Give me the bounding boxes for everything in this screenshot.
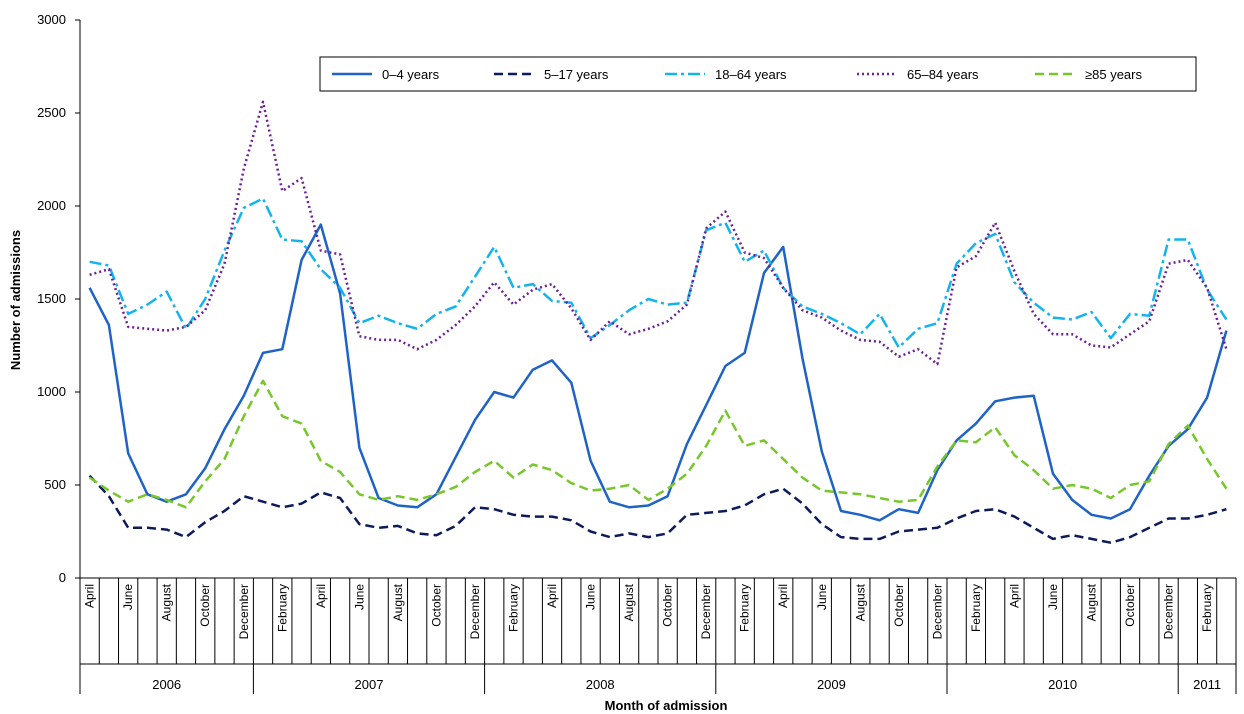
y-axis: 0 500 1000 1500 2000 2500 3000 xyxy=(37,12,81,585)
x-tick-label: December xyxy=(237,584,251,639)
x-tick-label: December xyxy=(930,584,944,639)
x-tick-label: October xyxy=(1123,584,1137,627)
legend-label: 18–64 years xyxy=(715,67,787,82)
x-tick-label: June xyxy=(815,584,829,610)
x-tick-label: June xyxy=(1046,584,1060,610)
year-label: 2008 xyxy=(586,677,615,692)
series-line xyxy=(89,197,1228,349)
series-line xyxy=(88,379,1228,509)
x-tick-label: February xyxy=(969,584,983,632)
series-line xyxy=(89,100,1228,366)
legend-label: 65–84 years xyxy=(907,67,979,82)
series-line xyxy=(88,223,1228,522)
year-label: 2006 xyxy=(152,677,181,692)
x-tick-label: December xyxy=(468,584,482,639)
x-tick-label: April xyxy=(1007,584,1021,608)
y-tick-label: 1500 xyxy=(37,291,66,306)
x-tick-label: June xyxy=(584,584,598,610)
legend-label: 5–17 years xyxy=(544,67,609,82)
y-tick-label: 500 xyxy=(44,477,66,492)
y-tick-label: 3000 xyxy=(37,12,66,27)
year-label: 2009 xyxy=(817,677,846,692)
x-tick-label: February xyxy=(507,584,521,632)
x-tick-label: October xyxy=(661,584,675,627)
x-tick-label: October xyxy=(892,584,906,627)
x-tick-label: December xyxy=(699,584,713,639)
x-tick-label: February xyxy=(738,584,752,632)
x-tick-label: August xyxy=(160,583,174,621)
x-tick-label: August xyxy=(853,583,867,621)
year-label: 2011 xyxy=(1193,677,1221,692)
x-tick-label: April xyxy=(776,584,790,608)
x-tick-label: April xyxy=(83,584,97,608)
legend-label: ≥85 years xyxy=(1085,67,1142,82)
y-tick-label: 2500 xyxy=(37,105,66,120)
x-tick-label: February xyxy=(275,584,289,632)
y-tick-label: 0 xyxy=(59,570,66,585)
legend: 0–4 years 5–17 years 18–64 years 65–84 year… xyxy=(319,56,1197,92)
x-tick-label: August xyxy=(1085,583,1099,621)
x-tick-label: October xyxy=(198,584,212,627)
x-tick-label: June xyxy=(352,584,366,610)
y-tick-label: 1000 xyxy=(37,384,66,399)
x-tick-label: October xyxy=(429,584,443,627)
x-tick-label: April xyxy=(314,584,328,608)
x-tick-label: August xyxy=(391,583,405,621)
x-tick-label: August xyxy=(622,583,636,621)
year-label: 2010 xyxy=(1048,677,1077,692)
y-axis-title: Number of admissions xyxy=(8,230,23,370)
x-axis-title: Month of admission xyxy=(605,698,728,713)
year-label: 2007 xyxy=(355,677,384,692)
x-tick-label: December xyxy=(1162,584,1176,639)
series-line xyxy=(88,474,1227,544)
x-tick-label: April xyxy=(545,584,559,608)
x-axis: April June August October December February Ap… xyxy=(79,577,1237,694)
legend-label: 0–4 years xyxy=(382,67,440,82)
x-tick-label: February xyxy=(1200,584,1214,632)
plot-lines xyxy=(88,100,1228,544)
y-tick-label: 2000 xyxy=(37,198,66,213)
x-tick-label: June xyxy=(121,584,135,610)
